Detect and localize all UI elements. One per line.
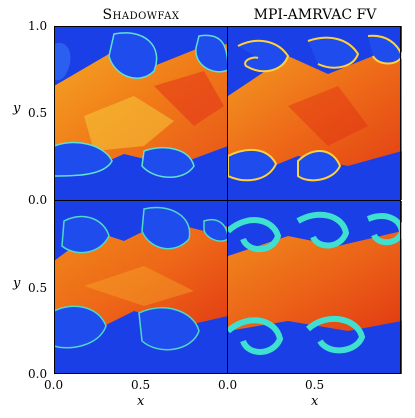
panel-divider-horizontal	[54, 200, 401, 201]
column-title-shadowfax: Shadowfax	[102, 7, 180, 23]
x-tick-right-0.0: 0.0	[218, 378, 238, 392]
x-axis-label-left: x	[137, 394, 145, 409]
y-axis-label-bottom: y	[13, 276, 21, 291]
panel-shadowfax-top	[54, 26, 228, 200]
y-tick-top-0.5: 0.5	[28, 106, 48, 120]
x-tick-left-0.0: 0.0	[44, 378, 64, 392]
y-tick-bottom-0.5: 0.5	[28, 281, 48, 295]
y-tick-top-0.0: 0.0	[28, 193, 48, 207]
y-axis-label-top: y	[13, 101, 21, 116]
y-tick-bottom-0.0: 0.0	[28, 367, 48, 381]
amrvac-top-field-image	[228, 26, 402, 200]
shadowfax-top-field-image	[54, 26, 228, 200]
column-title-amrvac: MPI-AMRVAC FV	[253, 7, 377, 23]
y-tick-top-1.0: 1.0	[28, 19, 48, 33]
shadowfax-bottom-field-image	[54, 201, 228, 374]
panel-amrvac-bottom	[228, 201, 402, 374]
x-axis-label-right: x	[311, 394, 319, 409]
panel-shadowfax-bottom	[54, 201, 228, 374]
x-tick-right-0.5: 0.5	[305, 378, 325, 392]
x-tick-left-0.5: 0.5	[131, 378, 151, 392]
amrvac-bottom-field-image	[228, 201, 402, 374]
panel-amrvac-top	[228, 26, 402, 200]
